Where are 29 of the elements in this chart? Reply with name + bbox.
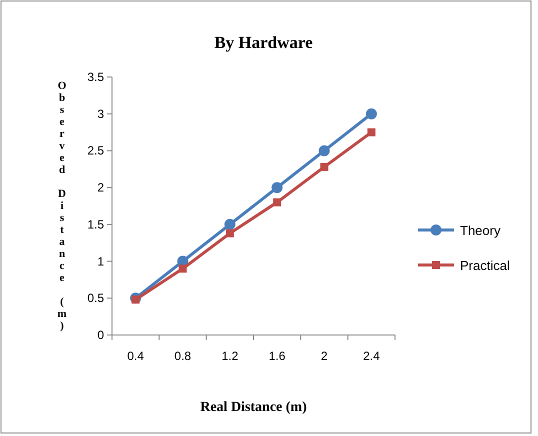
y-tick-label: 2.5 [87,144,104,158]
y-tick-label: 3 [97,106,104,121]
x-tick-label: 0.4 [127,349,144,363]
y-tick-label: 0.5 [87,291,104,306]
x-tick-label: 2.4 [363,349,380,363]
point [366,108,377,120]
y-tick-label: 3.5 [87,70,104,84]
point [320,162,328,171]
point [224,218,236,230]
point [273,198,282,206]
point [318,145,330,156]
point [178,264,187,273]
legend-label: Practical [460,258,510,273]
x-tick-label: 2 [320,349,328,363]
x-tick-label: 0.8 [174,349,192,363]
y-axis-title: Observed Distance (m) [56,80,68,332]
point [226,229,234,238]
x-tick-label: 1.2 [222,349,239,363]
y-tick-label: 1 [97,254,104,268]
chart-title: By Hardware [214,33,314,52]
y-tick-label: 2 [97,180,104,195]
point [132,296,140,304]
point [272,182,283,194]
y-tick-label: 1.5 [87,217,104,232]
legend-label: Theory [460,223,501,238]
y-tick-label: 0 [97,328,104,342]
point [367,128,376,136]
x-axis-title: Real Distance (m) [200,400,308,415]
x-tick-label: 1.6 [268,349,286,363]
